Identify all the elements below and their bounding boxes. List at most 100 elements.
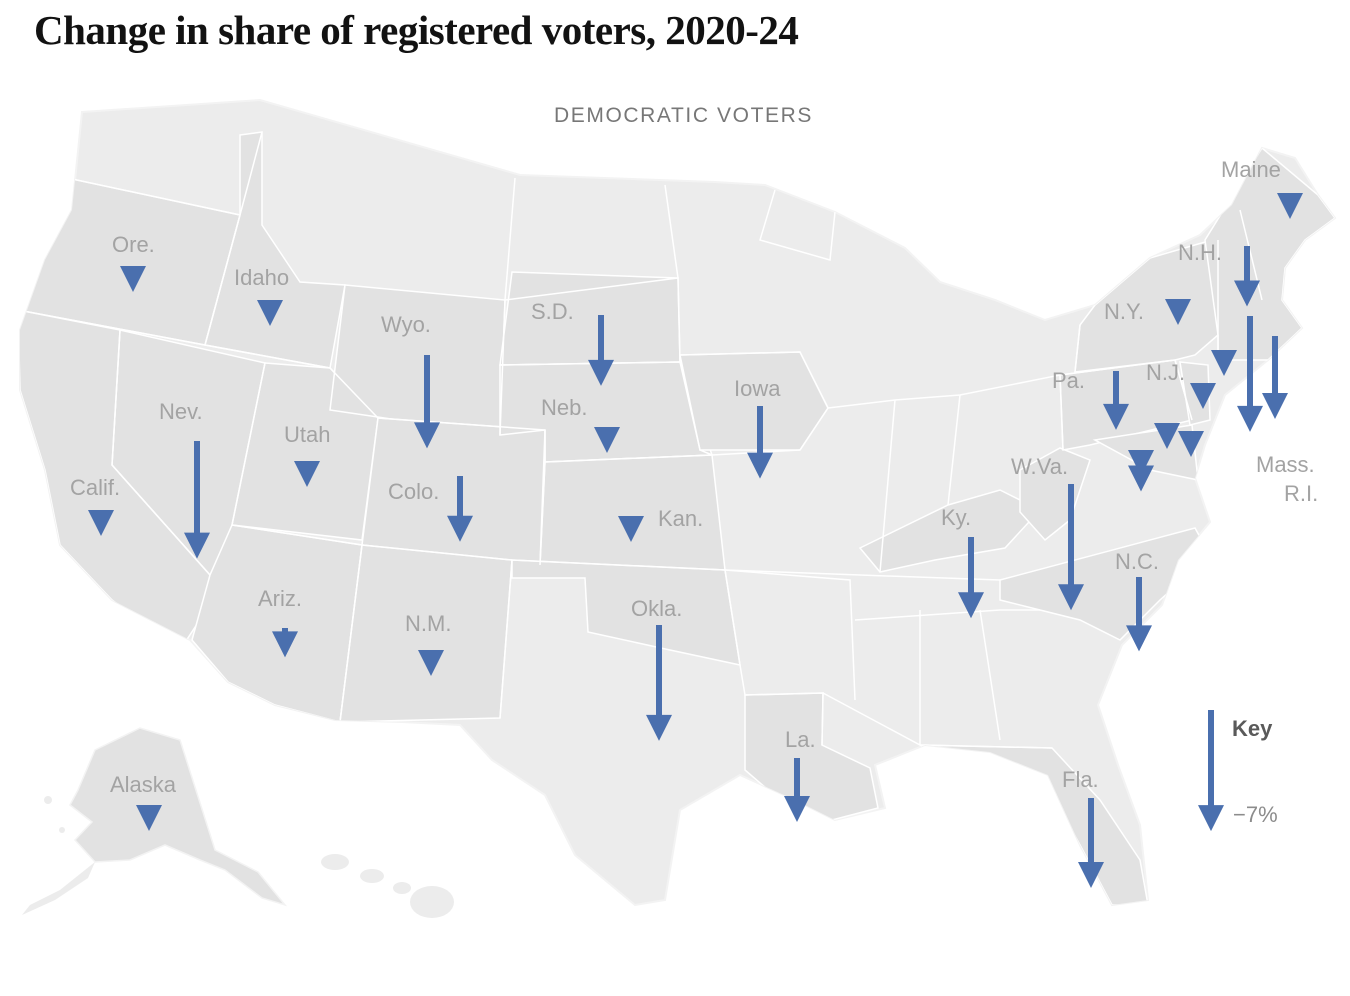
arrow-alaska — [136, 805, 162, 831]
arrow-maine-head — [1277, 193, 1303, 219]
state-label-wva: W.Va. — [1011, 454, 1068, 479]
state-label-la: La. — [785, 727, 816, 752]
arrow-nm — [418, 650, 444, 676]
state-shape-wyo — [329, 284, 506, 436]
arrow-maine — [1277, 193, 1303, 219]
arrow-wyo-head — [414, 422, 440, 449]
state-label-maine: Maine — [1221, 157, 1281, 182]
state-shape-sd — [499, 271, 681, 366]
arrow-neb-head — [594, 427, 620, 453]
arrow-alaska-head — [136, 805, 162, 831]
state-shape-iowa — [679, 351, 829, 451]
arrow-okla-head — [646, 714, 672, 741]
map-key: Key −7% — [1198, 710, 1278, 832]
arrow-ore — [120, 266, 146, 292]
arrow-ky-head — [958, 592, 984, 619]
state-label-ri: R.I. — [1284, 481, 1318, 506]
arrow-ny — [1165, 299, 1191, 325]
state-label-wyo: Wyo. — [381, 312, 431, 337]
state-labels: Ore. Idaho Wyo. S.D. Neb. Iowa Nev. Utah… — [70, 157, 1318, 797]
state-label-nh: N.H. — [1178, 240, 1222, 265]
state-label-mass: Mass. — [1256, 452, 1315, 477]
state-label-colo: Colo. — [388, 479, 439, 504]
state-label-sd: S.D. — [531, 299, 574, 324]
arrow-nj-head — [1190, 383, 1216, 409]
arrow-nev — [184, 441, 210, 559]
key-arrow-mark — [1198, 710, 1224, 832]
state-label-okla: Okla. — [631, 596, 682, 621]
arrow-idaho — [257, 300, 283, 326]
state-label-iowa: Iowa — [734, 376, 781, 401]
arrow-nh — [1234, 246, 1260, 307]
arrow-sd-head — [588, 359, 614, 386]
arrow-la — [784, 758, 810, 823]
state-label-nc: N.C. — [1115, 549, 1159, 574]
map-title: Change in share of registered voters, 20… — [34, 7, 799, 53]
arrow-del — [1178, 431, 1204, 457]
arrow-fla-head — [1078, 861, 1104, 888]
arrow-md — [1154, 423, 1180, 449]
arrow-sd — [588, 315, 614, 386]
arrow-layer — [88, 193, 1303, 888]
arrow-colo — [447, 476, 473, 542]
state-label-ore: Ore. — [112, 232, 155, 257]
state-label-ny: N.Y. — [1104, 299, 1144, 324]
key-arrow-mark-head — [1198, 805, 1224, 832]
arrow-ri — [1262, 336, 1288, 420]
arrow-utah — [294, 461, 320, 487]
arrow-mass — [1237, 316, 1263, 432]
state-label-utah: Utah — [284, 422, 330, 447]
state-label-ariz: Ariz. — [258, 586, 302, 611]
arrow-fla — [1078, 798, 1104, 888]
arrow-nh-head — [1234, 280, 1260, 307]
arrow-ore-head — [120, 266, 146, 292]
arrow-ny-head — [1165, 299, 1191, 325]
arrow-idaho-head — [257, 300, 283, 326]
map-subtitle: DEMOCRATIC VOTERS — [554, 104, 813, 127]
arrow-iowa-head — [747, 452, 773, 479]
state-label-alaska: Alaska — [110, 772, 177, 797]
state-label-calif: Calif. — [70, 475, 120, 500]
arrow-mass-head — [1237, 405, 1263, 432]
state-label-fla: Fla. — [1062, 767, 1099, 792]
state-label-nj: N.J. — [1146, 360, 1185, 385]
state-label-ky: Ky. — [941, 505, 971, 530]
arrow-wva — [1058, 484, 1084, 611]
arrow-dc-head — [1128, 465, 1154, 492]
arrow-calif — [88, 510, 114, 536]
arrow-kan — [618, 516, 644, 542]
arrow-pa-head — [1103, 403, 1129, 430]
state-borders — [20, 131, 1263, 749]
arrow-ariz — [272, 628, 298, 658]
arrow-nc — [1126, 577, 1152, 652]
key-value-label: −7% — [1233, 802, 1278, 827]
arrow-utah-head — [294, 461, 320, 487]
state-label-nm: N.M. — [405, 611, 451, 636]
state-label-neb: Neb. — [541, 395, 587, 420]
state-label-nev: Nev. — [159, 399, 203, 424]
arrow-md-head — [1154, 423, 1180, 449]
state-label-kan: Kan. — [658, 506, 703, 531]
arrow-ky — [958, 537, 984, 619]
arrow-conn-head — [1211, 350, 1237, 376]
hawaii-shape — [321, 854, 454, 918]
alaska-shape — [22, 727, 288, 915]
arrow-conn — [1211, 350, 1237, 376]
arrow-va-head — [1128, 450, 1154, 476]
arrow-la-head — [784, 796, 810, 823]
arrow-neb — [594, 427, 620, 453]
state-shape-nj — [1179, 361, 1211, 426]
arrow-ri-head — [1262, 393, 1288, 420]
arrow-nc-head — [1126, 625, 1152, 652]
arrow-nj — [1190, 383, 1216, 409]
arrow-ariz-head — [272, 631, 298, 658]
highlighted-states — [20, 131, 1335, 905]
key-arrow — [1198, 710, 1224, 832]
arrow-calif-head — [88, 510, 114, 536]
arrow-pa — [1103, 371, 1129, 430]
arrow-va — [1128, 450, 1154, 476]
arrow-del-head — [1178, 431, 1204, 457]
state-label-pa: Pa. — [1052, 368, 1085, 393]
state-shape-ky — [858, 489, 1042, 573]
